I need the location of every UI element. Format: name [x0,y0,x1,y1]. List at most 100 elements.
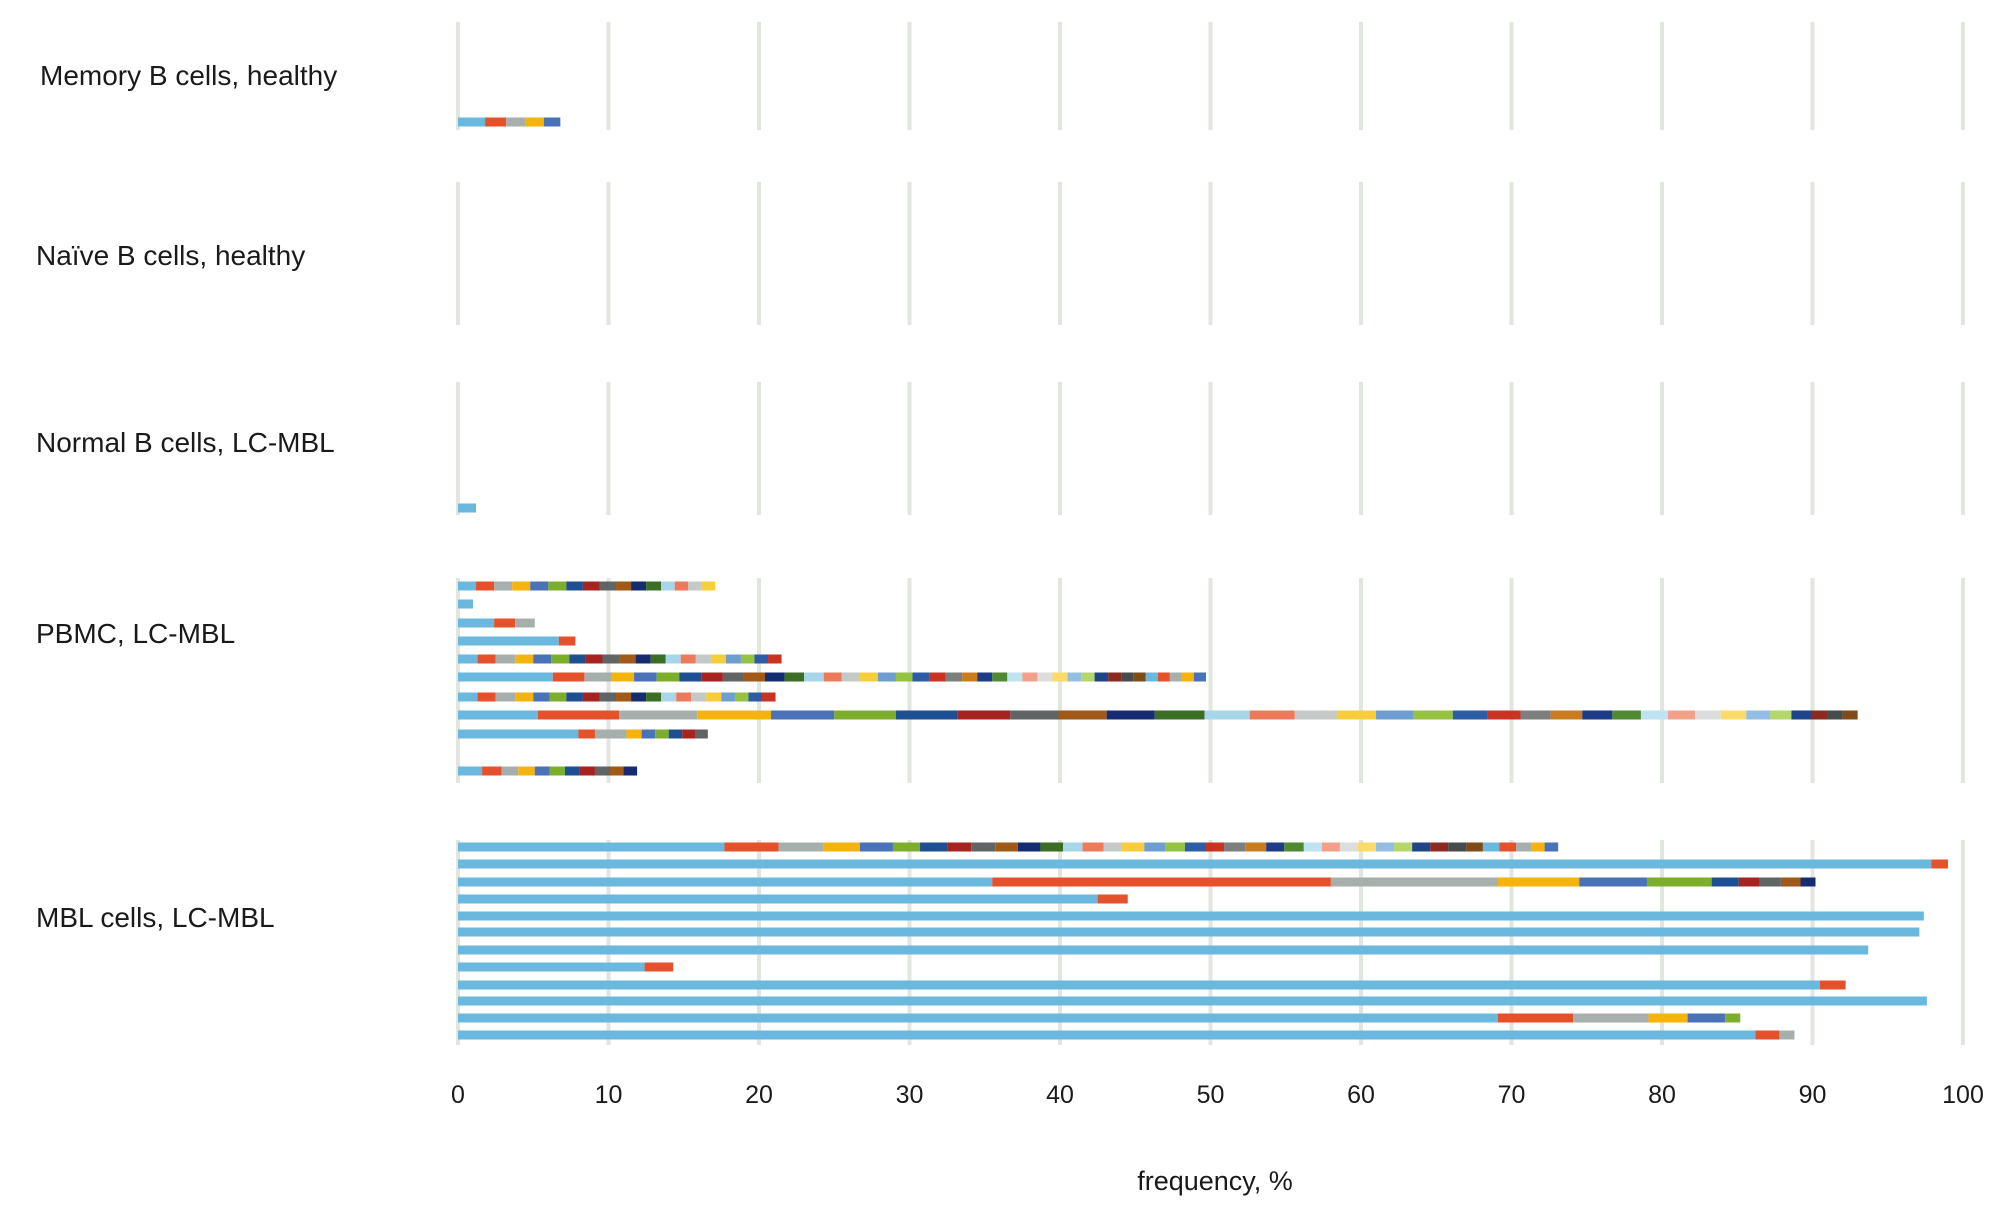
bar-segment-g3-b4-s16 [725,654,741,664]
bar-segment-g3-b5-s16 [877,672,896,682]
bar-segment-g3-b6-s0 [458,692,478,702]
bar-segment-g0-b0-s4 [543,117,561,127]
bar-segment-g3-b5-s21 [962,672,978,682]
bar-segment-g4-b7-s1 [644,962,674,972]
bar-segment-g3-b6-s4 [533,692,550,702]
bar-segment-g3-b5-s1 [552,672,585,682]
bar-segment-g4-b0-s13 [1082,842,1104,852]
bar-segment-g4-b11-s0 [458,1030,1756,1040]
group-labels: Memory B cells, healthy Naïve B cells, he… [36,60,337,933]
x-tick-label-8: 80 [1648,1081,1676,1109]
bar-segment-g3-b6-s16 [721,692,735,702]
bar-segment-g4-b0-s2 [778,842,824,852]
bar-segment-g3-b7-s26 [1695,710,1721,720]
bar-segment-g3-b7-s16 [1376,710,1414,720]
x-tick-label-3: 30 [896,1081,924,1109]
bar-segment-g3-b0-s15 [701,581,716,591]
bar-segment-g3-b7-s28 [1746,710,1771,720]
group-label-1: Naïve B cells, healthy [36,240,305,271]
bar-segment-g4-b0-s12 [1063,842,1083,852]
bar-segment-g4-b6-s0 [458,945,1869,955]
bar-segment-g4-b0-s28 [1376,842,1395,852]
x-tick-label-2: 20 [745,1081,773,1109]
bar-segment-g3-b7-s10 [1106,710,1155,720]
bar-segment-g3-b6-s9 [616,692,632,702]
bar-segment-g3-b7-s8 [1010,710,1059,720]
bar-segment-g4-b0-s20 [1224,842,1246,852]
bar-segment-g3-b9-s4 [534,766,550,776]
bar-segment-g4-b4-s0 [458,911,1924,921]
bar-segment-g4-b2-s5 [1646,877,1712,887]
bar-segment-g0-b0-s0 [458,117,486,127]
bar-segment-g3-b7-s33 [1842,710,1858,720]
x-axis-title: frequency, % [1137,1166,1293,1196]
group-label-4: MBL cells, LC-MBL [36,902,275,933]
x-tick-label-6: 60 [1347,1081,1375,1109]
bar-segment-g3-b0-s10 [631,581,647,591]
bar-segment-g4-b2-s2 [1330,877,1498,887]
bar-segment-g3-b6-s12 [661,692,677,702]
bar-segment-g3-b7-s21 [1550,710,1583,720]
bar-segment-g3-b2-s1 [494,618,516,628]
bar-segment-g4-b0-s19 [1205,842,1225,852]
bar-segment-g3-b4-s15 [710,654,726,664]
bar-segment-g3-b8-s5 [655,729,669,739]
bar-segment-g3-b7-s24 [1640,710,1669,720]
bar-segment-g3-b7-s29 [1770,710,1792,720]
bar-segment-g3-b8-s8 [695,729,708,739]
bar-segment-g3-b5-s36 [1169,672,1182,682]
bar-segment-g3-b4-s9 [619,654,636,664]
bar-segment-g3-b9-s8 [594,766,611,776]
x-tick-label-4: 40 [1046,1081,1074,1109]
bar-segment-g3-b4-s3 [515,654,534,664]
bar-segment-g4-b10-s3 [1648,1013,1688,1023]
bar-segment-g4-b2-s1 [992,877,1331,887]
bar-segment-g3-b8-s7 [682,729,696,739]
group-label-0: Memory B cells, healthy [40,60,337,91]
bar-segment-g4-b10-s2 [1573,1013,1649,1023]
bar-segment-g4-b11-s2 [1779,1030,1795,1040]
bar-segment-g3-b4-s8 [602,654,620,664]
bar-segment-g3-b7-s20 [1520,710,1551,720]
bar-segment-g3-b6-s5 [549,692,567,702]
bar-segment-g4-b0-s37 [1531,842,1545,852]
bar-segment-g3-b4-s5 [551,654,570,664]
bar-segment-g3-b4-s6 [569,654,586,664]
bar-segment-g4-b2-s7 [1738,877,1760,887]
bar-segment-g4-b1-s1 [1931,859,1948,869]
bar-segment-g4-b0-s34 [1482,842,1500,852]
bar-segment-g3-b4-s14 [695,654,711,664]
bar-segment-g3-b4-s18 [754,654,769,664]
bar-segment-g3-b7-s13 [1249,710,1295,720]
bar-segment-g3-b5-s22 [977,672,993,682]
bar-segment-g4-b0-s14 [1103,842,1122,852]
x-tick-label-1: 10 [595,1081,623,1109]
bar-segment-g3-b8-s4 [641,729,656,739]
bar-segment-g4-b2-s9 [1780,877,1801,887]
bar-segment-g3-b0-s9 [616,581,632,591]
bar-segment-g3-b9-s0 [458,766,483,776]
bar-segment-g3-b4-s0 [458,654,478,664]
bar-segment-g3-b9-s1 [482,766,502,776]
bar-segment-g3-b5-s30 [1094,672,1109,682]
bar-segment-g3-b7-s2 [619,710,698,720]
bar-segment-g3-b0-s0 [458,581,477,591]
bar-segment-g0-b0-s1 [485,117,507,127]
bar-segment-g3-b5-s32 [1121,672,1134,682]
bar-segment-g3-b9-s7 [579,766,595,776]
bar-segment-g3-b0-s12 [661,581,675,591]
bar-segment-g2-b0-s0 [458,503,477,513]
bar-segment-g3-b6-s14 [691,692,707,702]
bar-segment-g3-b5-s19 [929,672,946,682]
bar-segment-g3-b8-s0 [458,729,579,739]
bar-segment-g3-b7-s6 [895,710,958,720]
bar-segment-g4-b2-s4 [1579,877,1647,887]
bar-segment-g3-b5-s24 [1007,672,1023,682]
group-label-2: Normal B cells, LC-MBL [36,427,335,458]
bar-segment-g0-b0-s3 [525,117,544,127]
bar-segment-g4-b10-s5 [1725,1013,1741,1023]
bar-segment-g3-b5-s9 [743,672,766,682]
bar-segment-g4-b0-s7 [947,842,972,852]
bar-segment-g4-b0-s27 [1357,842,1377,852]
bar-segment-g3-b0-s7 [582,581,600,591]
